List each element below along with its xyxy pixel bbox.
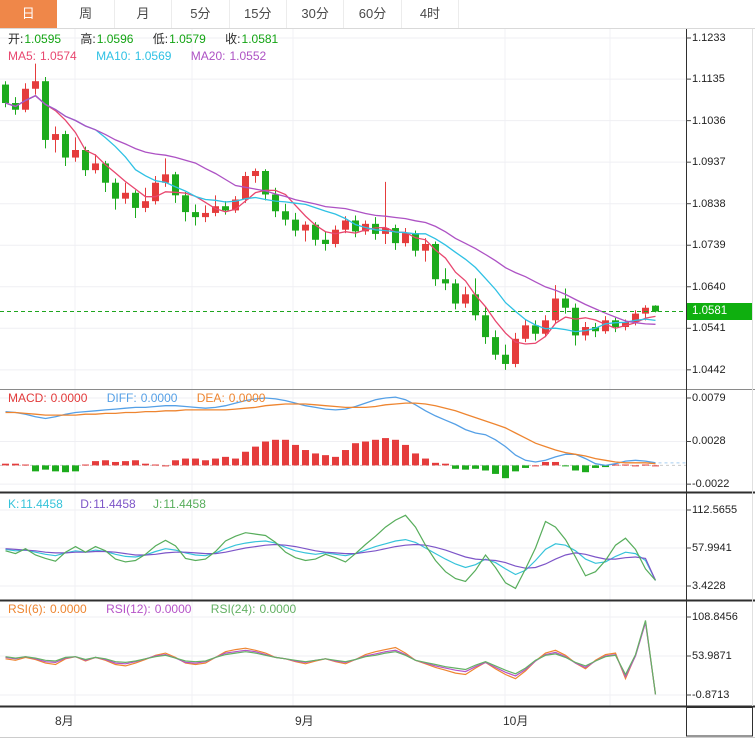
rsi12-label: RSI(12): bbox=[106, 602, 151, 616]
axis-tick-label: 1.0937 bbox=[692, 156, 726, 169]
j-label: J: bbox=[153, 497, 163, 511]
k-label: K: bbox=[8, 497, 20, 511]
open-label: 开: bbox=[8, 32, 24, 46]
axis-tick-label: 57.9941 bbox=[692, 542, 732, 554]
j-value: 11.4458 bbox=[163, 497, 206, 511]
axis-tick-label: -0.0022 bbox=[692, 478, 730, 491]
current-price-badge: 1.0581 bbox=[687, 303, 752, 320]
close-value: 1.0581 bbox=[241, 32, 279, 46]
axis-tick-label: 0.0079 bbox=[692, 392, 726, 404]
axis-tick-label: 1.0640 bbox=[692, 280, 726, 293]
axis-tick-label: 1.1036 bbox=[692, 114, 726, 127]
tab-15分[interactable]: 15分 bbox=[229, 0, 287, 28]
dea-value: 0.0000 bbox=[228, 391, 266, 405]
axis-tick-label: 1.0442 bbox=[692, 363, 726, 376]
high-label: 高: bbox=[80, 32, 96, 46]
axis-tick-label: 112.5655 bbox=[692, 504, 738, 516]
rsi-info: RSI(6): 0.0000 RSI(12): 0.0000 RSI(24): 0.0… bbox=[8, 602, 312, 617]
ma10-value: 1.0569 bbox=[134, 49, 172, 63]
rsi24-value: 0.0000 bbox=[259, 602, 297, 616]
tab-月[interactable]: 月 bbox=[114, 0, 173, 28]
d-label: D: bbox=[80, 497, 93, 511]
close-label: 收: bbox=[225, 32, 241, 46]
dea-label: DEA: bbox=[196, 391, 225, 405]
k-value: 11.4458 bbox=[20, 497, 63, 511]
axis-tick-label: 1.0838 bbox=[692, 197, 726, 210]
axis-tick-label: 1.1233 bbox=[692, 32, 726, 44]
diff-label: DIFF: bbox=[106, 391, 137, 405]
rsi24-label: RSI(24): bbox=[210, 602, 256, 616]
ohlc-info: 开:1.0595 高:1.0596 低:1.0579 收:1.0581 bbox=[8, 32, 294, 47]
ma5-value: 1.0574 bbox=[40, 49, 77, 63]
ma10-label: MA10: bbox=[96, 49, 131, 63]
high-value: 1.0596 bbox=[96, 32, 134, 46]
date-label-10月: 10月 bbox=[503, 714, 529, 728]
low-value: 1.0579 bbox=[169, 32, 206, 46]
ma20-value: 1.0552 bbox=[229, 49, 267, 63]
axis-tick-label: 3.4228 bbox=[692, 580, 726, 592]
rsi6-value: 0.0000 bbox=[50, 602, 87, 616]
axis-tick-label: 108.8456 bbox=[692, 611, 738, 623]
date-label-8月: 8月 bbox=[55, 714, 74, 728]
tab-5分[interactable]: 5分 bbox=[172, 0, 230, 28]
axis-tick-label: 1.0541 bbox=[692, 322, 726, 335]
macd-label: MACD: bbox=[8, 391, 47, 405]
macd-info: MACD: 0.0000 DIFF: 0.0000 DEA: 0.0000 bbox=[8, 391, 281, 406]
axis-tick-label: 1.1135 bbox=[692, 73, 725, 86]
axis-tick-label: -0.8713 bbox=[692, 688, 730, 701]
ma5-label: MA5: bbox=[8, 49, 37, 63]
rsi12-value: 0.0000 bbox=[154, 602, 192, 616]
open-value: 1.0595 bbox=[24, 32, 62, 46]
macd-value: 0.0000 bbox=[50, 391, 88, 405]
diff-value: 0.0000 bbox=[140, 391, 178, 405]
ma-info: MA5: 1.0574 MA10: 1.0569 MA20: 1.0552 bbox=[8, 49, 282, 64]
date-label-9月: 9月 bbox=[295, 714, 314, 728]
axis-tick-label: 53.9871 bbox=[692, 650, 732, 662]
d-value: 11.4458 bbox=[93, 497, 136, 511]
tab-4时[interactable]: 4时 bbox=[401, 0, 460, 28]
axis-tick-label: 0.0028 bbox=[692, 435, 726, 448]
low-label: 低: bbox=[152, 32, 169, 46]
rsi6-label: RSI(6): bbox=[8, 602, 47, 616]
tab-30分[interactable]: 30分 bbox=[286, 0, 345, 28]
ma20-label: MA20: bbox=[190, 49, 226, 63]
tab-周[interactable]: 周 bbox=[57, 0, 115, 28]
tab-60分[interactable]: 60分 bbox=[344, 0, 402, 28]
tab-日[interactable]: 日 bbox=[0, 0, 58, 28]
kdj-info: K:11.4458 D:11.4458 J:11.4458 bbox=[8, 497, 222, 512]
timeframe-tabs: 日周月 5分 15分 30分 60分 4时 bbox=[0, 0, 755, 29]
axis-tick-label: 1.0739 bbox=[692, 239, 726, 252]
